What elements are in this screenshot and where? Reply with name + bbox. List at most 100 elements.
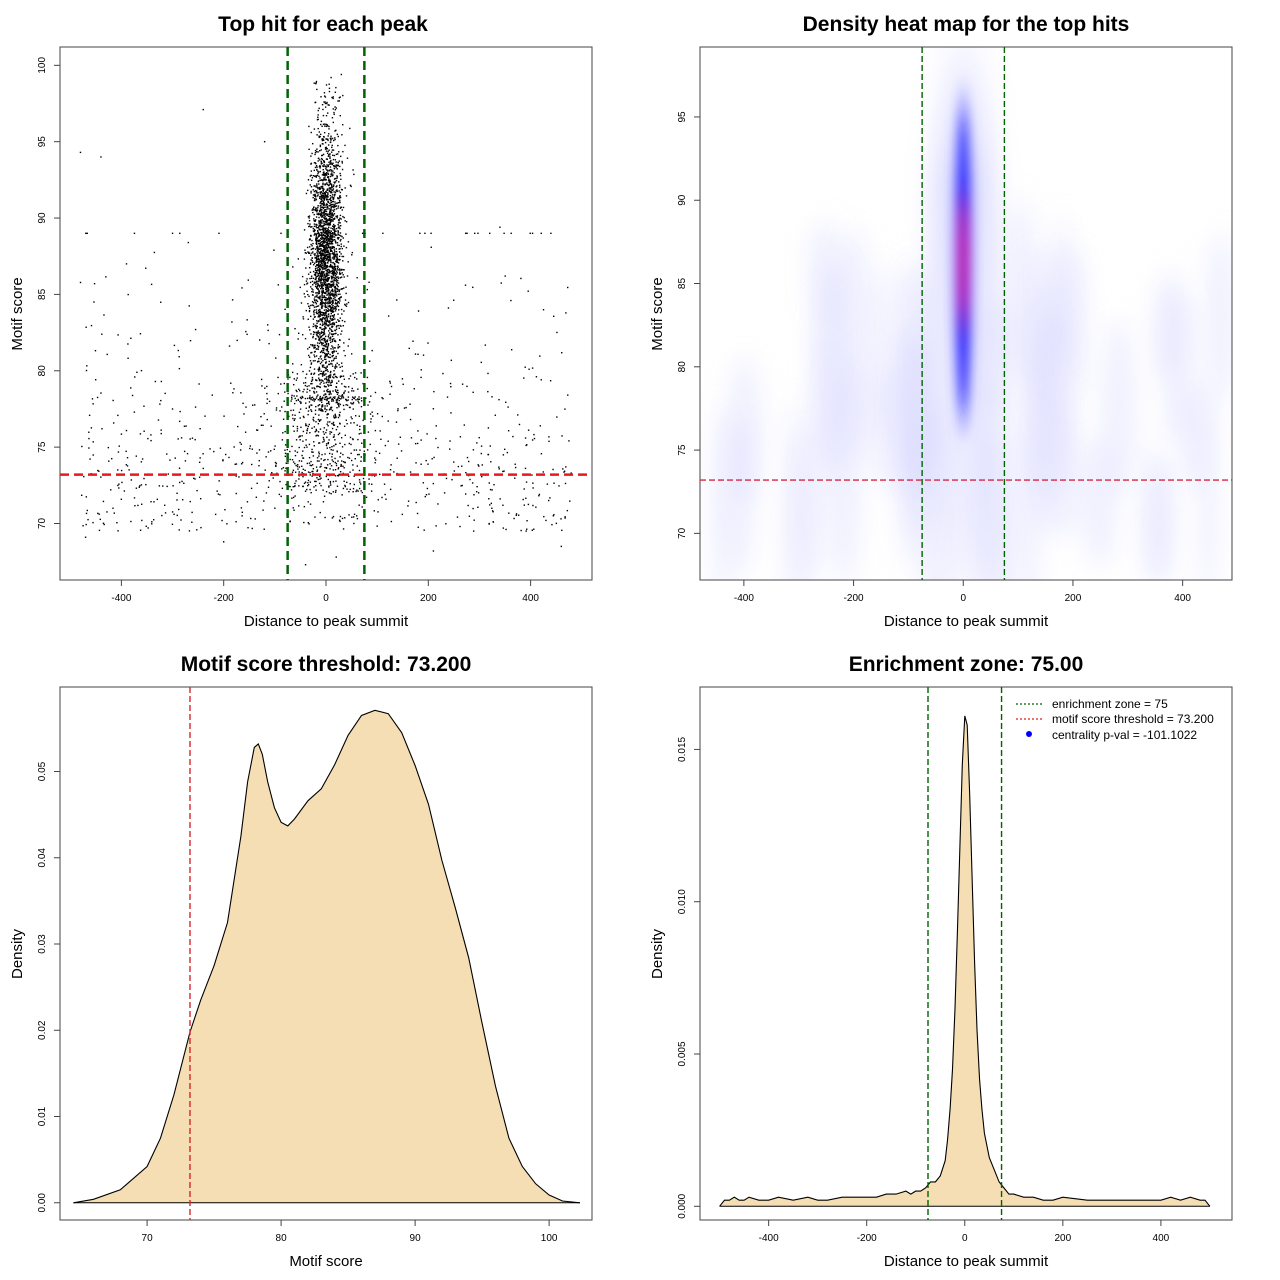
scatter-point [327, 310, 329, 312]
scatter-point [324, 326, 327, 329]
scatter-point [334, 396, 336, 398]
scatter-point [325, 288, 327, 291]
scatter-point [327, 253, 329, 255]
scatter-point [315, 235, 318, 237]
scatter-point [298, 466, 301, 468]
density-line [73, 709, 580, 1204]
scatter-point [268, 400, 271, 403]
scatter-point [321, 278, 323, 280]
scatter-point [329, 259, 332, 262]
scatter-point [321, 185, 324, 188]
scatter-point [150, 283, 153, 286]
scatter-point [329, 408, 331, 410]
scatter-point [322, 258, 324, 261]
reference-lines [700, 47, 1232, 580]
scatter-point [328, 265, 331, 268]
scatter-point [329, 396, 332, 398]
scatter-point [316, 322, 318, 324]
scatter-point [323, 296, 325, 298]
scatter-point [318, 286, 321, 288]
scatter-point [317, 192, 319, 194]
scatter-point [332, 154, 334, 157]
scatter-point [330, 215, 332, 217]
scatter-point [473, 519, 475, 521]
scatter-point [326, 264, 328, 267]
scatter-point [222, 459, 224, 461]
scatter-point [204, 415, 206, 417]
scatter-point [313, 225, 316, 228]
scatter-point [319, 209, 322, 212]
scatter-point [322, 229, 325, 232]
scatter-point [329, 141, 332, 144]
scatter-point [413, 388, 415, 390]
scatter-point [317, 288, 319, 290]
scatter-point [316, 208, 318, 210]
scatter-point [335, 179, 338, 182]
scatter-point [318, 213, 320, 216]
scatter-point [324, 296, 327, 299]
scatter-point [323, 204, 326, 206]
scatter-point [333, 424, 336, 426]
scatter-point [326, 198, 328, 200]
scatter-point [396, 299, 398, 301]
scatter-point [331, 335, 334, 338]
scatter-point [313, 314, 315, 316]
scatter-point [324, 96, 327, 98]
scatter-point [319, 225, 321, 227]
scatter-point [321, 206, 324, 208]
scatter-point [329, 157, 331, 159]
scatter-point [332, 261, 334, 264]
scatter-point [318, 261, 320, 264]
scatter-point [329, 187, 331, 189]
scatter-point [139, 333, 142, 335]
scatter-point [143, 477, 145, 480]
scatter-point [526, 520, 528, 522]
scatter-point [333, 167, 336, 170]
scatter-point [240, 463, 243, 465]
scatter-point [322, 114, 325, 117]
scatter-point [466, 456, 469, 459]
scatter-point [527, 429, 530, 431]
scatter-point [332, 318, 335, 321]
scatter-point [328, 154, 331, 156]
scatter-point [314, 269, 317, 271]
scatter-point [324, 305, 326, 308]
scatter-point [323, 247, 326, 249]
scatter-point [322, 183, 324, 186]
scatter-point [331, 323, 334, 325]
scatter-point [330, 183, 333, 186]
scatter-point [90, 427, 93, 429]
scatter-point [322, 264, 324, 266]
scatter-point [330, 227, 332, 229]
scatter-point [327, 251, 329, 254]
scatter-point [335, 166, 337, 169]
scatter-point [214, 513, 217, 516]
scatter-point [337, 319, 339, 321]
scatter-point [321, 343, 323, 345]
scatter-point [321, 206, 323, 208]
scatter-point [342, 395, 344, 398]
scatter-point [332, 276, 334, 279]
scatter-point [362, 477, 365, 480]
scatter-point [324, 262, 327, 265]
scatter-point [504, 275, 506, 277]
scatter-point [198, 461, 201, 464]
scatter-point [356, 453, 359, 456]
scatter-point [233, 446, 235, 448]
scatter-point [251, 474, 253, 476]
scatter-point [330, 310, 333, 313]
scatter-point [329, 433, 331, 435]
scatter-point [323, 209, 326, 211]
scatter-point [316, 190, 318, 192]
scatter-point [446, 396, 449, 398]
scatter-point [328, 83, 330, 85]
scatter-point [333, 230, 336, 232]
scatter-point [341, 235, 343, 238]
scatter-point [312, 227, 315, 230]
scatter-point [318, 366, 321, 369]
scatter-point [323, 222, 325, 225]
scatter-point [512, 435, 514, 438]
scatter-point [346, 303, 348, 305]
scatter-point [373, 457, 376, 459]
scatter-point [316, 296, 318, 298]
